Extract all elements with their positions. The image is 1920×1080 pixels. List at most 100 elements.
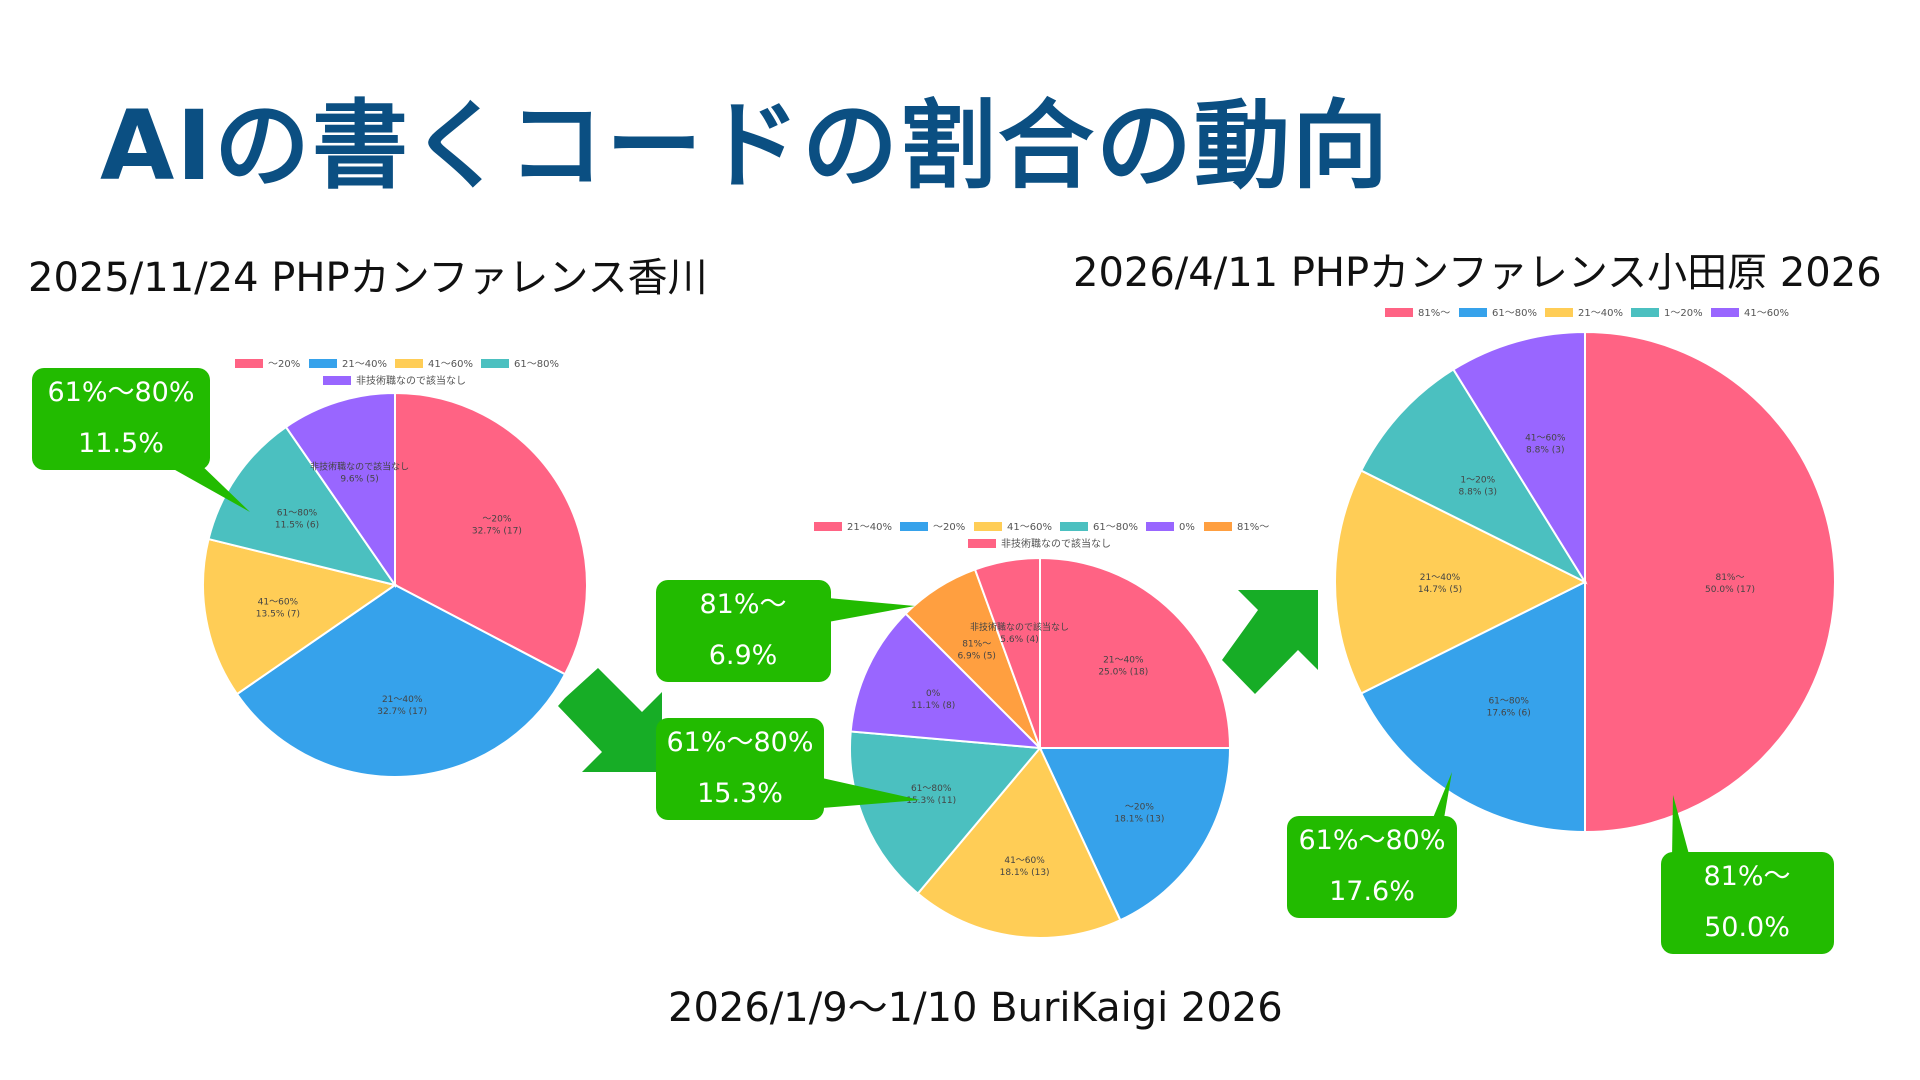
legend-label: 81%〜	[1418, 308, 1450, 319]
pie-slice	[207, 425, 398, 587]
slice-label: 非技術職なので該当なし	[970, 621, 1069, 633]
slice-value-label: 18.1% (13)	[1114, 814, 1164, 824]
callout-line2: 15.3%	[697, 778, 783, 809]
legend-label: 1〜20%	[1664, 308, 1703, 319]
slice-label: 81%〜	[1715, 573, 1744, 583]
legend-swatch	[1204, 522, 1232, 531]
legend-swatch	[1385, 308, 1413, 317]
legend-label: 21〜40%	[847, 522, 892, 533]
slice-value-label: 14.7% (5)	[1418, 585, 1462, 595]
legend-label: 〜20%	[933, 522, 965, 533]
slice-label: 61〜80%	[911, 784, 952, 794]
pie-chart-2: 21〜40% 25.0% (18) 〜20% 18.1% (13) 41〜60% 18.1…	[814, 522, 1269, 939]
slice-value-label: 11.1% (8)	[911, 701, 955, 711]
slice-label: 21〜40%	[382, 695, 423, 705]
slice-value-label: 17.6% (6)	[1487, 708, 1531, 718]
slice-value-label: 9.6% (5)	[340, 474, 378, 484]
callout-burikaigi-61-80: 61%〜80% 15.3%	[656, 718, 920, 820]
callout-line1: 81%〜	[1703, 861, 1790, 892]
legend-swatch	[235, 359, 263, 368]
pie-slice	[1359, 580, 1586, 834]
slice-label: 21〜40%	[1103, 656, 1144, 666]
slice-value-label: 11.5% (6)	[275, 520, 319, 530]
legend-swatch	[1545, 308, 1573, 317]
callout-line2: 17.6%	[1329, 876, 1415, 907]
pie-slice	[1359, 368, 1588, 585]
legend-label: 〜20%	[268, 359, 300, 370]
pie-slice	[284, 391, 396, 589]
pie-slice	[916, 746, 1122, 939]
transition-arrow-1	[558, 668, 662, 772]
callout-odawara-81: 81%〜 50.0%	[1661, 795, 1834, 954]
legend-label: 0%	[1179, 522, 1195, 533]
callout-line1: 61%〜80%	[1298, 825, 1445, 856]
legend-label: 61〜80%	[514, 359, 559, 370]
legend-swatch	[1146, 522, 1174, 531]
pie-slice	[849, 730, 1043, 895]
transition-arrow-2	[1222, 590, 1318, 694]
slice-label: 非技術職なので該当なし	[310, 460, 409, 472]
legend-label: 41〜60%	[1744, 308, 1789, 319]
slice-label: 41〜60%	[258, 598, 299, 608]
slice-value-label: 6.9% (5)	[957, 652, 995, 662]
pie-slice	[202, 537, 398, 696]
slice-value-label: 5.6% (4)	[1000, 635, 1038, 645]
legend-swatch	[1631, 308, 1659, 317]
legend-label: 81%〜	[1237, 522, 1269, 533]
legend-label: 61〜80%	[1093, 522, 1138, 533]
pie-slice	[235, 583, 567, 778]
slice-label: 0%	[926, 689, 941, 699]
slice-label: 1〜20%	[1460, 475, 1495, 485]
pie-slice	[1452, 330, 1586, 586]
event-label-burikaigi: 2026/1/9〜1/10 BuriKaigi 2026	[668, 985, 1283, 1031]
slice-value-label: 8.8% (3)	[1459, 487, 1497, 497]
slice-label: 21〜40%	[1420, 573, 1461, 583]
legend-swatch	[974, 522, 1002, 531]
pie-slice	[1039, 556, 1232, 749]
legend-label: 21〜40%	[1578, 308, 1623, 319]
callout-line2: 6.9%	[709, 640, 778, 671]
legend-swatch	[900, 522, 928, 531]
callout-burikaigi-81: 81%〜 6.9%	[656, 580, 915, 682]
legend-label: 61〜80%	[1492, 308, 1537, 319]
legend-label: 非技術職なので該当なし	[356, 374, 466, 387]
slice-value-label: 32.7% (17)	[472, 526, 522, 536]
callout-line2: 50.0%	[1704, 912, 1790, 943]
event-label-odawara: 2026/4/11 PHPカンファレンス小田原 2026	[1073, 250, 1882, 296]
page-title: AIの書くコードの割合の動向	[100, 90, 1391, 202]
slice-label: 41〜60%	[1525, 434, 1566, 444]
callout-line1: 81%〜	[699, 589, 786, 620]
slice-value-label: 50.0% (17)	[1705, 585, 1755, 595]
pie-slice	[973, 556, 1041, 749]
legend-swatch	[1060, 522, 1088, 531]
legend-label: 41〜60%	[1007, 522, 1052, 533]
legend-label: 21〜40%	[342, 359, 387, 370]
slice-label: 〜20%	[482, 514, 511, 524]
pie-slice	[849, 612, 1043, 750]
slice-value-label: 25.0% (18)	[1098, 668, 1148, 678]
legend-swatch	[395, 359, 423, 368]
callout-line2: 11.5%	[78, 428, 164, 459]
slice-label: 61〜80%	[277, 508, 318, 518]
pie-slice	[1584, 330, 1836, 834]
legend-label: 非技術職なので該当なし	[1001, 537, 1111, 550]
callout-line1: 61%〜80%	[666, 727, 813, 758]
slice-value-label: 8.8% (3)	[1526, 446, 1564, 456]
callout-kagawa-61-80: 61%〜80% 11.5%	[32, 368, 250, 512]
pie-chart-3: 81%〜 50.0% (17) 61〜80% 17.6% (6) 21〜40% 14.7%…	[1334, 308, 1836, 834]
slice-label: 〜20%	[1125, 802, 1154, 812]
legend-swatch	[1459, 308, 1487, 317]
slice-value-label: 18.1% (13)	[1000, 868, 1050, 878]
callout-odawara-61-80: 61%〜80% 17.6%	[1287, 772, 1457, 918]
pie-chart-1: 〜20% 32.7% (17) 21〜40% 32.7% (17) 41〜60% 13.5…	[202, 359, 588, 778]
pie-slice	[1038, 747, 1232, 922]
pie-slice	[394, 391, 588, 676]
legend-swatch	[968, 539, 996, 548]
slice-value-label: 32.7% (17)	[377, 707, 427, 717]
legend-swatch	[481, 359, 509, 368]
legend-label: 41〜60%	[428, 359, 473, 370]
slice-label: 61〜80%	[1488, 696, 1529, 706]
legend-swatch	[309, 359, 337, 368]
slice-value-label: 13.5% (7)	[256, 610, 300, 620]
